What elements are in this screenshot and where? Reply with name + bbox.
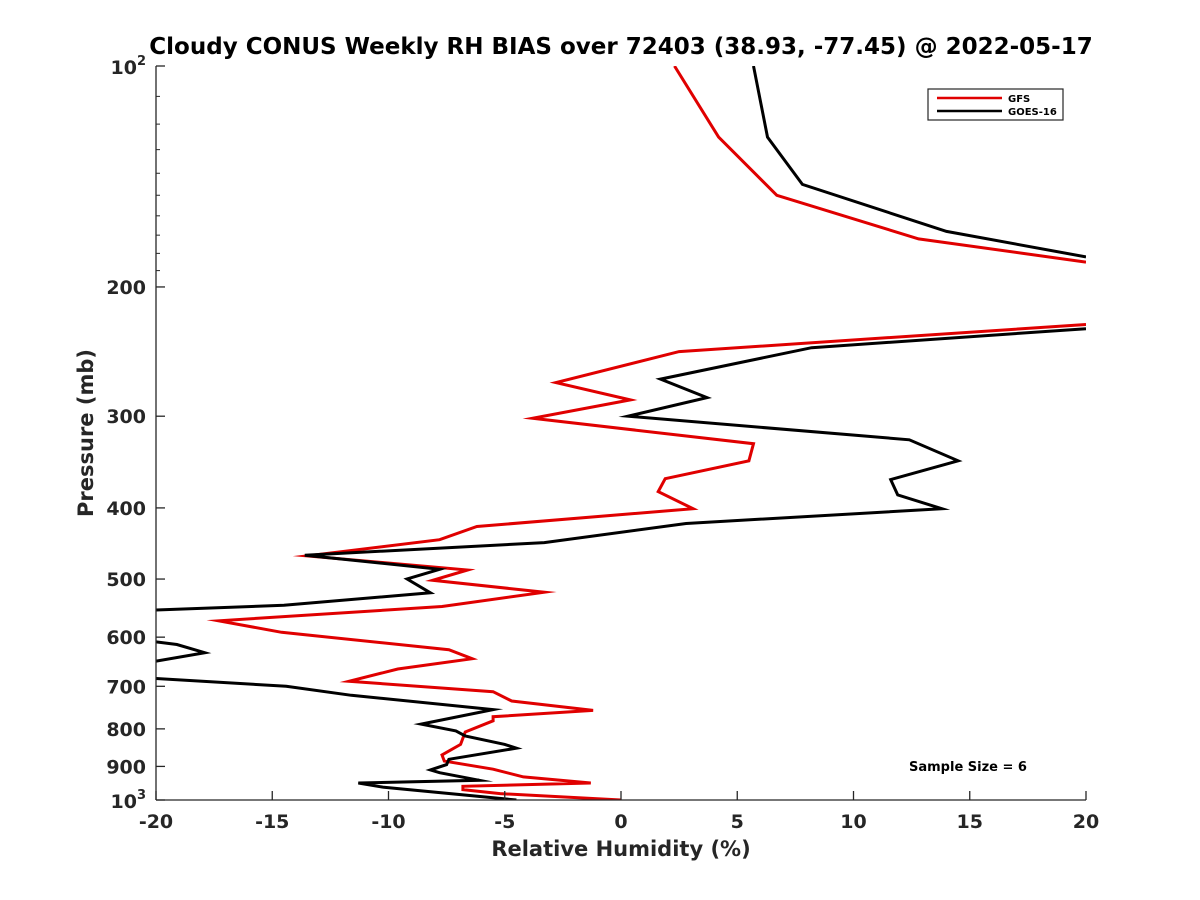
- x-tick-label: -10: [371, 811, 405, 833]
- x-tick-label: 5: [731, 811, 744, 833]
- legend-label: GFS: [1008, 94, 1030, 105]
- x-tick-label: 0: [614, 811, 627, 833]
- x-tick-label: -20: [139, 811, 173, 833]
- series-line-goes-16-2: [156, 640, 212, 663]
- series-layer: [156, 66, 1086, 800]
- legend-box: [927, 88, 1064, 121]
- y-tick-label: 103: [111, 788, 147, 813]
- x-axis-label: Relative Humidity (%): [491, 837, 750, 861]
- y-tick-label: 300: [106, 406, 146, 428]
- y-tick-label: 200: [106, 277, 146, 299]
- y-tick-label: 700: [106, 676, 146, 698]
- axes-layer: -20 -15 -10 -5 0 5 10 15 20 102 200 300 400 500 600 700…: [106, 54, 1099, 833]
- x-tick-label: 10: [840, 811, 866, 833]
- series-goes-16: [156, 66, 1086, 800]
- legend: GFS GOES-16: [927, 88, 1064, 121]
- y-tick-label: 800: [106, 719, 146, 741]
- y-tick-label: 600: [106, 627, 146, 649]
- series-line-goes-16-1: [156, 327, 1086, 612]
- series-line-goes-16-3: [156, 677, 523, 800]
- x-tick-label: 20: [1073, 811, 1099, 833]
- chart-title: Cloudy CONUS Weekly RH BIAS over 72403 (…: [149, 34, 1092, 60]
- x-tick-label: 15: [957, 811, 983, 833]
- series-line-gfs-0: [673, 66, 1086, 264]
- series-line-gfs-1: [206, 323, 1086, 800]
- legend-label: GOES-16: [1008, 107, 1057, 118]
- sample-size-annotation: Sample Size = 6: [909, 760, 1027, 775]
- series-line-goes-16-0: [752, 66, 1086, 259]
- x-tick-label: -5: [494, 811, 515, 833]
- y-tick-label: 900: [106, 756, 146, 778]
- x-tick-label: -15: [255, 811, 289, 833]
- y-tick-label: 400: [106, 498, 146, 520]
- y-tick-label: 500: [106, 569, 146, 591]
- series-gfs: [206, 66, 1086, 800]
- y-axis-label: Pressure (mb): [74, 349, 98, 517]
- y-tick-label: 102: [111, 54, 147, 79]
